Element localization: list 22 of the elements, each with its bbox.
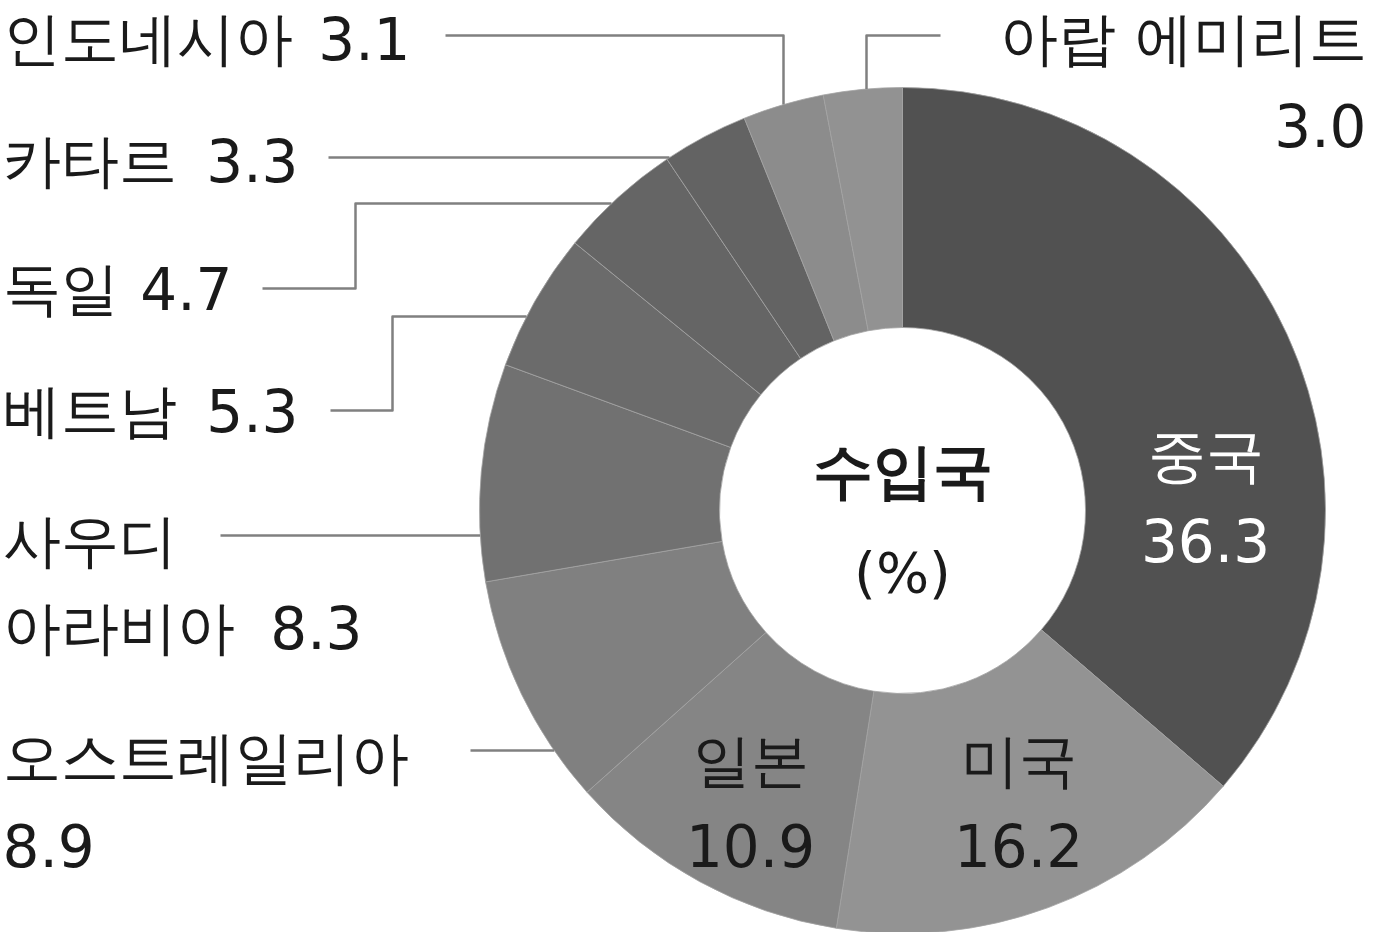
- slice-label: 오스트레일리아: [2, 723, 409, 792]
- data-label: 8.9: [2, 813, 95, 881]
- slice-label: 아랍 에미리트: [1000, 4, 1367, 73]
- slice-label: 베트남: [2, 376, 177, 445]
- data-label: 16.2: [953, 813, 1084, 881]
- data-label: 36.3: [1140, 508, 1271, 576]
- data-label: 4.7: [140, 256, 233, 324]
- data-label: 3.1: [318, 6, 411, 74]
- data-label: 3.3: [206, 128, 299, 196]
- slice-label: 인도네시아: [2, 4, 293, 73]
- data-label: 3.0: [1274, 93, 1367, 161]
- slice-label: 카타르: [2, 126, 177, 195]
- data-label: 8.3: [270, 595, 363, 663]
- slice-label: 독일: [2, 254, 119, 323]
- text: (%): [854, 540, 951, 605]
- slice-label: 중국: [1147, 421, 1264, 490]
- text: 수입국: [812, 435, 993, 506]
- data-label: 10.9: [685, 813, 816, 881]
- slice-label: 일본: [692, 726, 809, 795]
- slice-label: 미국: [960, 726, 1077, 795]
- data-label: 5.3: [206, 378, 299, 446]
- slice-label: 사우디 아라비아: [2, 506, 235, 662]
